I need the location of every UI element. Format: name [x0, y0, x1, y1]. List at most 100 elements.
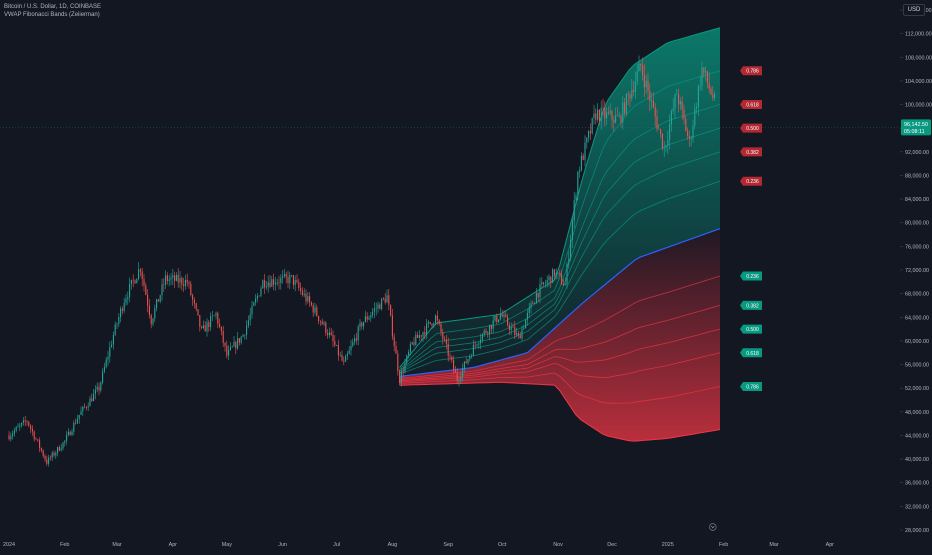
candle-body [480, 339, 482, 344]
candle-body [386, 295, 388, 303]
candle-body [31, 428, 33, 432]
candle-body [490, 324, 492, 329]
candle-body [553, 269, 555, 277]
candle-body [696, 106, 698, 109]
candle-body [426, 323, 428, 335]
candle-body [629, 94, 631, 99]
candle-body [346, 354, 348, 357]
fib-tag-label: 0.382 [746, 303, 759, 309]
candle-body [40, 448, 42, 451]
candle-body [235, 342, 237, 349]
candle-body [487, 332, 489, 334]
candle-body [111, 344, 113, 348]
price-tick-label: 44,000.00 [905, 433, 929, 439]
lower-fib-line [399, 275, 721, 379]
fib-tag-lower: 0.500 [740, 324, 762, 334]
candle-body [269, 282, 271, 287]
candle-body [75, 422, 77, 424]
candle-body [44, 455, 46, 460]
fib-tag-label: 0.236 [746, 179, 759, 185]
candle-body [710, 88, 712, 95]
candle-body [507, 316, 509, 325]
candle-body [183, 284, 185, 286]
candle-body [215, 313, 217, 316]
price-tick-label: 104,000.00 [905, 79, 932, 85]
time-tick-label: Mar [769, 542, 778, 548]
candle-body [467, 359, 469, 364]
candle-body [368, 317, 370, 320]
candle-body [116, 323, 118, 325]
candle-body [118, 317, 120, 324]
candle-body [674, 94, 676, 109]
candle-body [147, 294, 149, 306]
candle-body [327, 332, 329, 336]
candle-body [660, 129, 662, 134]
candle-body [546, 280, 548, 284]
candle-body [177, 274, 179, 283]
candle-body [76, 419, 78, 424]
candle-body [139, 269, 141, 272]
candle-body [638, 63, 640, 72]
candle-body [714, 93, 716, 99]
upper-fib-line [399, 127, 721, 373]
candle-body [287, 276, 289, 284]
candle-body [624, 102, 626, 114]
candle-body [150, 315, 152, 325]
price-tick-label: 108,000.00 [905, 55, 932, 61]
candle-body [28, 421, 30, 426]
candle-body [539, 284, 541, 298]
candle-body [604, 108, 606, 119]
fib-tag-label: 0.236 [746, 274, 759, 280]
candle-body [219, 323, 221, 327]
candle-body [582, 155, 584, 160]
candle-body [10, 436, 12, 440]
candle-body [499, 314, 501, 320]
candle-body [489, 324, 491, 334]
candle-body [69, 431, 71, 436]
countdown-label: 05:08:11 [904, 129, 925, 135]
candle-body [184, 280, 186, 286]
go-to-realtime-button[interactable] [709, 523, 717, 531]
candle-body [447, 343, 449, 356]
candle-body [66, 435, 68, 441]
candle-body [175, 274, 177, 281]
fib-tags-layer: 0.786 0.618 0.500 0.382 0.236 0.236 0.382 0.500… [740, 66, 762, 392]
candle-body [703, 67, 705, 73]
fib-tag-bg [740, 300, 762, 310]
candle-body [694, 108, 696, 126]
candle-body [21, 422, 23, 426]
candle-body [165, 275, 167, 285]
candle-body [336, 344, 338, 346]
candle-body [309, 296, 311, 303]
candle-body [192, 295, 194, 300]
candle-body [570, 239, 572, 259]
candle-body [228, 349, 230, 356]
currency-selector[interactable]: USD [903, 4, 925, 16]
candle-body [314, 307, 316, 313]
candle-body [323, 322, 325, 325]
candle-body [159, 295, 161, 302]
candle-body [355, 338, 357, 341]
candle-body [19, 425, 21, 427]
candle-body [276, 282, 278, 284]
candle-body [589, 131, 591, 134]
candle-body [161, 284, 163, 296]
candle-body [359, 322, 361, 327]
candle-body [651, 100, 653, 102]
candle-body [210, 316, 212, 328]
candle-body [645, 80, 647, 88]
candle-body [613, 119, 615, 123]
symbol-title: Bitcoin / U.S. Dollar, 1D, COINBASE [4, 4, 102, 10]
fib-tag-bg [740, 348, 762, 358]
candle-body [33, 431, 35, 439]
candle-body [404, 363, 406, 373]
candle-body [672, 108, 674, 112]
candle-body [516, 333, 518, 335]
candle-body [588, 131, 590, 138]
candle-body [555, 272, 557, 277]
candle-body [606, 112, 608, 119]
candle-body [13, 430, 15, 434]
candle-body [627, 94, 629, 95]
